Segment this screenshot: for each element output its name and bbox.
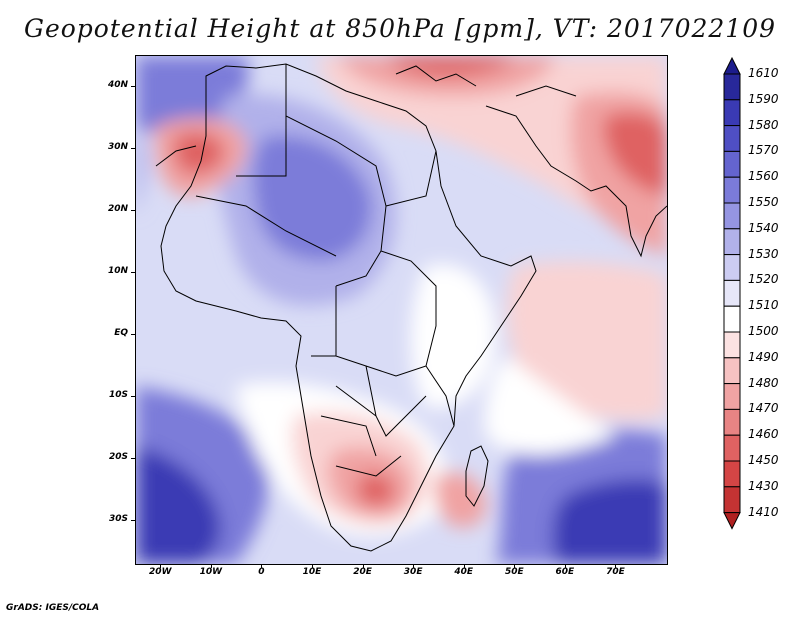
coastlines [155,63,667,552]
field-contour-red [386,56,516,77]
colorbar-segment [723,305,741,333]
colorbar-label-1450: 1450 [748,453,779,467]
colorbar-segment [723,73,741,101]
field-contour-mid [253,135,372,261]
colorbar-segment [723,279,741,307]
colorbar-top-arrow [723,56,741,75]
lon-label-50e: 50E [504,567,524,577]
lat-label-10n: 10N [107,265,128,276]
field-contour-deep [553,479,667,564]
lat-tick [131,209,135,211]
lon-label-20w: 20W [149,567,172,577]
colorbar-segment [723,202,741,230]
lat-label-20s: 20S [108,451,128,462]
field-contour-white [484,356,616,455]
lon-label-0: 0 [258,567,265,577]
colorbar-segment [723,99,741,127]
colorbar-label-1610: 1610 [748,66,779,80]
colorbar-label-1580: 1580 [748,117,779,132]
map-title: Geopotential Height at 850hPa [gpm], VT:… [23,14,777,43]
lon-label-10e: 10E [302,567,322,577]
colorbar-label-1540: 1540 [748,220,779,235]
lon-tick [564,564,566,568]
colorbar-label-1490: 1490 [748,349,779,364]
colorbar-segment [723,460,741,488]
field-contour-red [603,112,667,196]
lat-tick [131,333,135,335]
field-shading [136,56,667,564]
lon-tick [514,564,516,568]
colorbar-label-1500: 1500 [748,324,779,338]
lon-tick [261,564,263,568]
lat-label-30s: 30S [108,513,128,524]
colorbar-segment [723,150,741,178]
colorbar-label-1410: 1410 [748,504,779,519]
lon-tick [463,564,465,568]
lon-tick [210,564,212,568]
geopotential-map [136,56,667,564]
colorbar-label-1460: 1460 [748,427,779,442]
field-contour-white [411,264,496,408]
lat-label-40n: 40N [107,79,128,90]
lat-label-10s: 10S [108,389,128,400]
lat-label-30n: 30N [107,141,128,152]
field-contour-red [174,132,224,174]
colorbar-segment [723,408,741,436]
lon-tick [312,564,313,568]
lat-tick [131,457,135,459]
lat-tick [131,519,135,521]
colorbar-label-1560: 1560 [748,169,779,184]
lon-label-70e: 70E [606,567,625,577]
field-contour-deep [136,446,221,564]
credit-text: GrADS: IGES/COLA [6,603,100,613]
colorbar-label-1530: 1530 [748,246,779,261]
field-contour-light [136,126,148,216]
colorbar-label-1550: 1550 [748,195,779,209]
colorbar-segment [723,254,741,281]
lat-label-20n: 20N [107,203,128,214]
lon-tick [413,564,415,568]
lon-tick [615,564,617,568]
colorbar-label-1570: 1570 [748,143,779,158]
lon-label-30e: 30E [403,567,423,577]
colorbar-segment [723,383,741,410]
colorbar-segment [723,331,741,359]
field-contour-red [357,474,395,506]
lat-tick [131,147,135,149]
field-contour-lightred [434,472,487,528]
colorbar-label-1520: 1520 [748,272,779,287]
lat-tick [131,395,135,397]
colorbar-label-1470: 1470 [748,401,779,416]
colorbar-segment [723,125,741,152]
colorbar-segment [723,357,741,385]
colorbar-label-1480: 1480 [748,375,779,390]
colorbar-graphic [723,56,741,530]
colorbar-label-1590: 1590 [748,91,779,106]
lat-tick [131,271,135,273]
lon-label-10w: 10W [199,567,223,577]
lat-tick [131,85,135,87]
map-panel[interactable] [135,55,668,565]
colorbar-label-1430: 1430 [748,478,779,493]
colorbar-bottom-arrow [723,512,741,530]
colorbar-label-1510: 1510 [748,298,779,313]
lat-label-eq: EQ [114,327,128,338]
lon-tick [362,564,364,568]
lon-label-20e: 20E [353,567,372,577]
colorbar-segment [723,176,741,204]
lon-label-40e: 40E [454,567,474,577]
colorbar-segment [723,434,741,462]
lon-label-60e: 60E [555,567,575,577]
colorbar-segment [723,486,741,514]
lon-tick [160,564,162,568]
field-contour-palered [507,261,667,420]
colorbar-segment [723,228,741,256]
